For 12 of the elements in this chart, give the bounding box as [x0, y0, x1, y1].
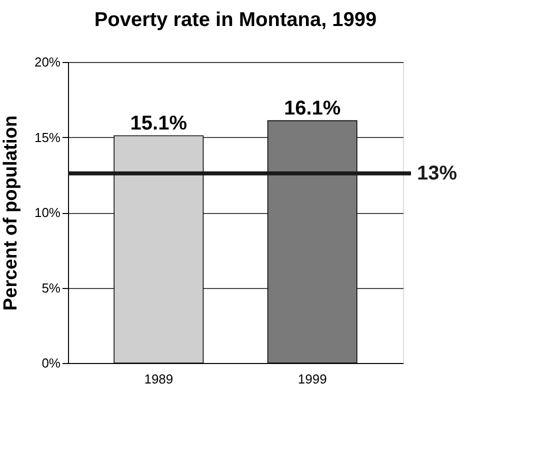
ref-line-label: 13% [417, 162, 458, 184]
y-tick-label: 5% [42, 280, 61, 296]
y-tick-label: 0% [42, 356, 61, 370]
data-label: 15.1% [130, 112, 188, 135]
y-tick-label: 10% [34, 205, 61, 220]
y-tick-label: 20% [34, 54, 61, 70]
data-label: 16.1% [284, 98, 341, 120]
chart-title: Poverty rate in Montana, 1999 [94, 9, 377, 31]
x-tick-label: 1989 [144, 372, 174, 386]
y-axis-title: Percent of population [0, 115, 22, 311]
x-tick-label: 1999 [298, 372, 327, 386]
y-tick-label: 15% [34, 130, 61, 145]
